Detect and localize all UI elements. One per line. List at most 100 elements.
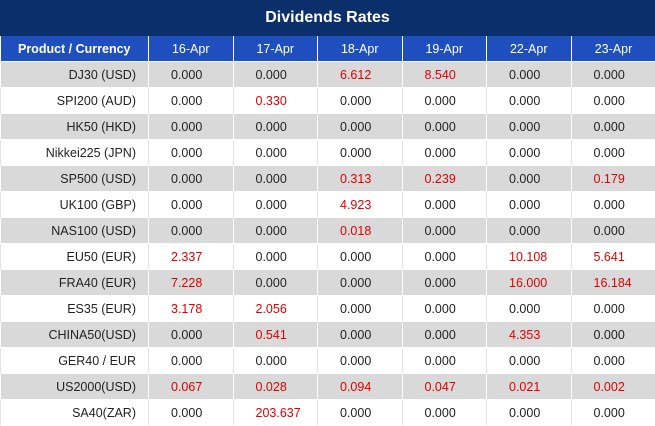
value-cell: 0.000 — [401, 269, 487, 296]
value-cell: 0.000 — [148, 217, 233, 244]
product-cell: Nikkei225 (JPN) — [0, 139, 149, 166]
value-cell: 0.000 — [570, 191, 655, 218]
value-cell: 0.000 — [401, 139, 487, 166]
product-cell: ES35 (EUR) — [0, 295, 149, 322]
table-header: Product / Currency 16-Apr 17-Apr 18-Apr … — [0, 36, 655, 62]
value-cell: 0.000 — [317, 295, 402, 322]
value-cell: 4.353 — [486, 321, 571, 348]
value-cell: 0.021 — [486, 373, 571, 400]
value-cell: 0.018 — [317, 217, 402, 244]
table-row: GER40 / EUR 0.000 0.000 0.000 0.000 0.000 0.00… — [0, 347, 655, 374]
table-row: US2000(USD) 0.067 0.028 0.094 0.047 0.021 0.00… — [0, 373, 655, 400]
value-cell: 0.000 — [486, 191, 571, 218]
table-row: SP500 (USD) 0.000 0.000 0.313 0.239 0.000 0.17… — [0, 165, 655, 192]
value-cell: 0.000 — [148, 61, 233, 88]
header-row: Product / Currency 16-Apr 17-Apr 18-Apr … — [0, 36, 655, 62]
table-row: NAS100 (USD) 0.000 0.000 0.018 0.000 0.000 0.0… — [0, 217, 655, 244]
value-cell: 0.541 — [232, 321, 318, 348]
value-cell: 0.000 — [570, 87, 655, 114]
column-header-date: 17-Apr — [232, 36, 318, 62]
value-cell: 0.000 — [317, 243, 402, 270]
value-cell: 0.067 — [148, 373, 233, 400]
table-row: SPI200 (AUD) 0.000 0.330 0.000 0.000 0.000 0.0… — [0, 87, 655, 114]
value-cell: 0.000 — [401, 399, 487, 425]
product-cell: CHINA50(USD) — [0, 321, 149, 348]
value-cell: 0.000 — [486, 87, 571, 114]
value-cell: 0.000 — [570, 113, 655, 140]
value-cell: 0.000 — [570, 399, 655, 425]
value-cell: 0.000 — [570, 139, 655, 166]
value-cell: 0.000 — [401, 217, 487, 244]
value-cell: 0.000 — [148, 399, 233, 425]
value-cell: 16.000 — [486, 269, 571, 296]
value-cell: 0.000 — [486, 113, 571, 140]
table-row: ES35 (EUR) 3.178 2.056 0.000 0.000 0.000 0.000 — [0, 295, 655, 322]
product-cell: FRA40 (EUR) — [0, 269, 149, 296]
value-cell: 0.000 — [148, 191, 233, 218]
product-cell: DJ30 (USD) — [0, 61, 149, 88]
value-cell: 0.000 — [486, 139, 571, 166]
value-cell: 0.000 — [486, 347, 571, 374]
table-row: Nikkei225 (JPN) 0.000 0.000 0.000 0.000 0.000… — [0, 139, 655, 166]
product-cell: US2000(USD) — [0, 373, 149, 400]
value-cell: 0.000 — [570, 217, 655, 244]
dividends-table: Product / Currency 16-Apr 17-Apr 18-Apr … — [0, 36, 655, 425]
column-header-date: 16-Apr — [148, 36, 233, 62]
value-cell: 0.000 — [232, 347, 318, 374]
value-cell: 0.028 — [232, 373, 318, 400]
value-cell: 0.000 — [486, 165, 571, 192]
product-cell: UK100 (GBP) — [0, 191, 149, 218]
product-cell: SPI200 (AUD) — [0, 87, 149, 114]
value-cell: 0.000 — [486, 61, 571, 88]
value-cell: 0.000 — [148, 165, 233, 192]
table-row: FRA40 (EUR) 7.228 0.000 0.000 0.000 16.000 16.… — [0, 269, 655, 296]
value-cell: 0.000 — [148, 321, 233, 348]
value-cell: 0.000 — [570, 347, 655, 374]
table-row: DJ30 (USD) 0.000 0.000 6.612 8.540 0.000 0.000 — [0, 61, 655, 88]
value-cell: 16.184 — [570, 269, 655, 296]
value-cell: 0.313 — [317, 165, 402, 192]
value-cell: 0.000 — [232, 113, 318, 140]
value-cell: 0.000 — [232, 243, 318, 270]
value-cell: 3.178 — [148, 295, 233, 322]
product-cell: SP500 (USD) — [0, 165, 149, 192]
product-cell: EU50 (EUR) — [0, 243, 149, 270]
column-header-product: Product / Currency — [0, 36, 149, 62]
page-title: Dividends Rates — [0, 0, 655, 36]
value-cell: 0.000 — [317, 113, 402, 140]
value-cell: 0.000 — [317, 87, 402, 114]
value-cell: 0.047 — [401, 373, 487, 400]
value-cell: 0.000 — [401, 347, 487, 374]
product-cell: NAS100 (USD) — [0, 217, 149, 244]
value-cell: 0.000 — [232, 217, 318, 244]
value-cell: 0.000 — [486, 399, 571, 425]
table-row: UK100 (GBP) 0.000 0.000 4.923 0.000 0.000 0.00… — [0, 191, 655, 218]
value-cell: 0.000 — [401, 295, 487, 322]
value-cell: 0.000 — [148, 347, 233, 374]
column-header-date: 22-Apr — [486, 36, 571, 62]
value-cell: 203.637 — [232, 399, 318, 425]
value-cell: 0.000 — [401, 243, 487, 270]
value-cell: 0.179 — [570, 165, 655, 192]
value-cell: 2.337 — [148, 243, 233, 270]
value-cell: 0.094 — [317, 373, 402, 400]
table-body: DJ30 (USD) 0.000 0.000 6.612 8.540 0.000 0.000… — [0, 61, 655, 425]
product-cell: HK50 (HKD) — [0, 113, 149, 140]
value-cell: 0.000 — [401, 87, 487, 114]
column-header-date: 18-Apr — [317, 36, 402, 62]
value-cell: 0.000 — [401, 321, 487, 348]
value-cell: 0.000 — [148, 87, 233, 114]
column-header-date: 19-Apr — [401, 36, 487, 62]
value-cell: 0.000 — [317, 347, 402, 374]
value-cell: 0.000 — [570, 321, 655, 348]
product-cell: SA40(ZAR) — [0, 399, 149, 425]
value-cell: 0.000 — [317, 269, 402, 296]
value-cell: 7.228 — [148, 269, 233, 296]
value-cell: 0.000 — [401, 113, 487, 140]
value-cell: 0.000 — [232, 139, 318, 166]
value-cell: 0.330 — [232, 87, 318, 114]
value-cell: 0.000 — [570, 295, 655, 322]
value-cell: 0.000 — [570, 61, 655, 88]
table-row: SA40(ZAR) 0.000 203.637 0.000 0.000 0.000 0.00… — [0, 399, 655, 425]
